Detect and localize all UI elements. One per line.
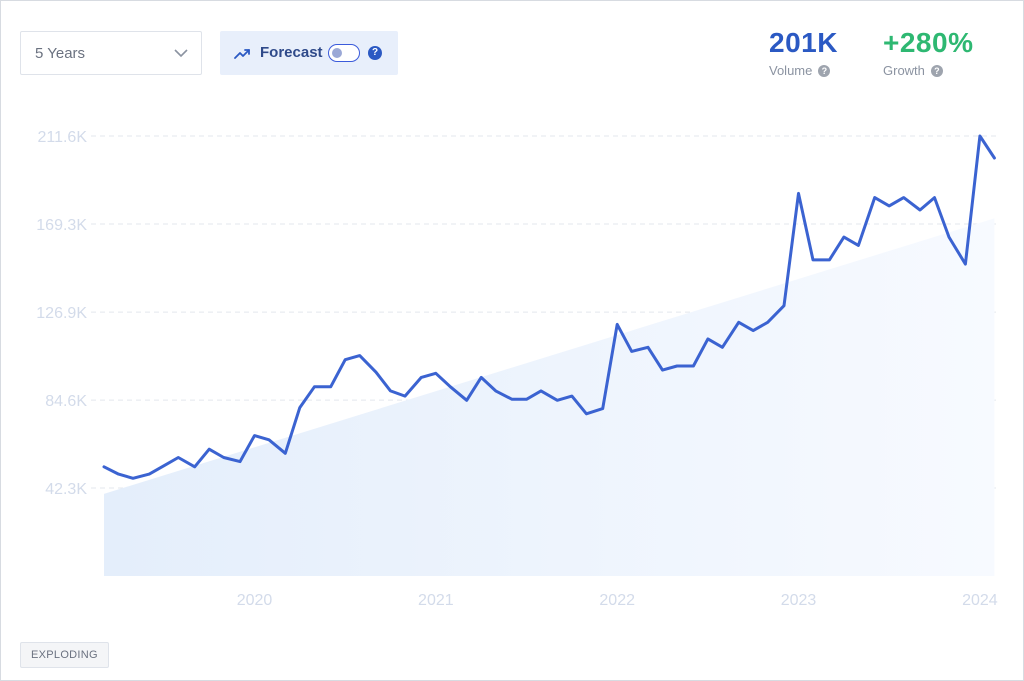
x-tick-label: 2020	[237, 592, 273, 609]
y-tick-label: 211.6K	[37, 129, 87, 146]
y-tick-label: 84.6K	[45, 393, 87, 410]
forecast-label: Forecast	[260, 44, 323, 61]
volume-caption: Volume?	[769, 63, 838, 78]
volume-line-chart: 42.3K 84.6K 126.9K 169.3K 211.6K 2020 2021 202…	[36, 129, 998, 609]
forecast-help-icon[interactable]: ?	[368, 46, 382, 60]
growth-caption: Growth?	[883, 63, 973, 78]
growth-help-icon[interactable]: ?	[930, 65, 943, 77]
chevron-down-icon	[174, 49, 188, 58]
period-select-value: 5 Years	[35, 45, 86, 62]
growth-value: +280%	[883, 27, 974, 58]
volume-line	[102, 134, 996, 480]
trending-up-icon	[234, 49, 250, 59]
forecast-toggle-knob	[332, 47, 342, 58]
y-tick-label: 169.3K	[36, 217, 87, 234]
forecast-toggle[interactable]	[328, 44, 360, 62]
growth-label: Growth	[883, 63, 925, 78]
period-select[interactable]: 5 Years	[20, 31, 202, 75]
status-badge: EXPLODING	[20, 642, 109, 668]
x-tick-label: 2023	[781, 592, 817, 609]
x-tick-label: 2022	[599, 592, 635, 609]
x-tick-label: 2024	[962, 592, 998, 609]
volume-value: 201K	[769, 27, 838, 58]
volume-metric: 201K Volume?	[769, 27, 838, 78]
y-tick-label: 126.9K	[36, 305, 87, 322]
volume-label: Volume	[769, 63, 813, 78]
forecast-control[interactable]: Forecast ?	[220, 31, 398, 75]
y-tick-label: 42.3K	[45, 481, 87, 498]
x-tick-label: 2021	[418, 592, 454, 609]
growth-metric: +280% Growth?	[883, 27, 973, 78]
volume-help-icon[interactable]: ?	[818, 65, 831, 77]
